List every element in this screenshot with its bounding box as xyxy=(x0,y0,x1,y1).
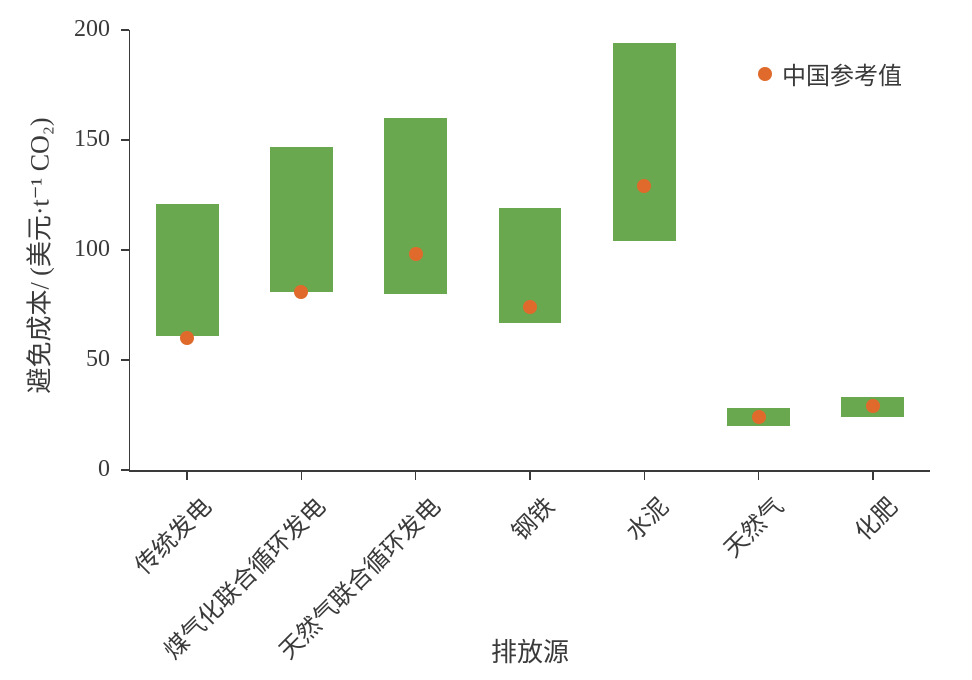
x-tick-label: 水泥 xyxy=(616,488,675,547)
reference-marker xyxy=(866,399,880,413)
x-tick xyxy=(186,472,188,480)
range-bar xyxy=(384,118,447,294)
x-tick xyxy=(644,472,646,480)
y-axis-line xyxy=(129,30,131,472)
x-tick xyxy=(529,472,531,480)
reference-marker xyxy=(409,247,423,261)
y-tick-label: 100 xyxy=(0,236,110,263)
legend-label: 中国参考值 xyxy=(782,56,902,91)
x-tick xyxy=(415,472,417,480)
y-tick xyxy=(121,139,129,141)
y-tick-label: 50 xyxy=(0,346,110,373)
x-axis-label: 排放源 xyxy=(130,632,930,669)
x-tick-label: 天然气 xyxy=(714,488,790,564)
y-tick-label: 150 xyxy=(0,126,110,153)
x-tick-label: 化肥 xyxy=(845,488,904,547)
y-tick xyxy=(121,249,129,251)
legend: 中国参考值 xyxy=(758,56,902,91)
range-bar xyxy=(156,204,219,336)
legend-marker-icon xyxy=(758,67,772,81)
y-tick xyxy=(121,359,129,361)
y-tick-label: 200 xyxy=(0,16,110,43)
y-tick-label: 0 xyxy=(0,456,110,483)
x-tick-label: 传统发电 xyxy=(125,488,218,581)
range-bar xyxy=(613,43,676,241)
x-tick-label: 钢铁 xyxy=(502,488,561,547)
x-tick xyxy=(758,472,760,480)
y-tick xyxy=(121,29,129,31)
x-tick xyxy=(301,472,303,480)
x-tick xyxy=(872,472,874,480)
reference-marker xyxy=(752,410,766,424)
y-tick xyxy=(121,469,129,471)
chart-container: 避免成本/ (美元·t⁻¹ CO₂) 排放源 中国参考值 05010015020… xyxy=(0,0,972,680)
range-bar xyxy=(270,147,333,292)
